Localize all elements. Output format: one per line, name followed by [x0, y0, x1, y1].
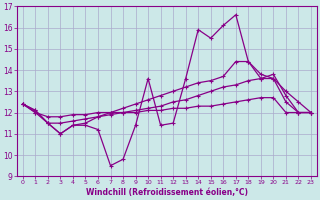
X-axis label: Windchill (Refroidissement éolien,°C): Windchill (Refroidissement éolien,°C)	[86, 188, 248, 197]
